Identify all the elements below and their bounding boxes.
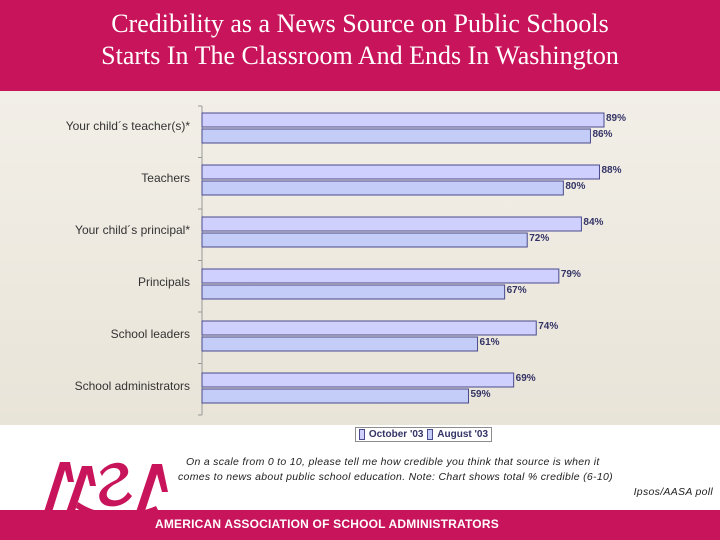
bar-august bbox=[201, 128, 591, 144]
legend-swatch-august bbox=[427, 429, 434, 440]
footer-org-name: AMERICAN ASSOCIATION OF SCHOOL ADMINISTR… bbox=[155, 517, 499, 531]
title-bar: Credibility as a News Source on Public S… bbox=[0, 0, 720, 91]
bar-august bbox=[201, 284, 506, 300]
data-label: 86% bbox=[592, 129, 612, 140]
note-source: Ipsos/AASA poll bbox=[633, 486, 713, 498]
category-label: Your child´s principal* bbox=[75, 223, 190, 237]
category-label: Principals bbox=[138, 275, 190, 289]
bar-august bbox=[201, 232, 528, 248]
note-line-2: comes to news about public school educat… bbox=[178, 471, 613, 483]
legend-label-august: August '03 bbox=[437, 429, 488, 440]
bar-october bbox=[201, 372, 515, 388]
data-label: 89% bbox=[606, 113, 626, 124]
data-label: 84% bbox=[583, 217, 603, 228]
page-title-line-1: Credibility as a News Source on Public S… bbox=[111, 9, 609, 38]
data-label: 61% bbox=[480, 337, 500, 348]
data-label: 72% bbox=[529, 233, 549, 244]
chart-panel bbox=[0, 91, 720, 425]
data-label: 67% bbox=[507, 285, 527, 296]
note-line-1: On a scale from 0 to 10, please tell me … bbox=[186, 456, 600, 468]
data-label: 59% bbox=[470, 389, 490, 400]
bar-chart: Your child´s teacher(s)* 89% 86% Teachers 88… bbox=[66, 105, 626, 416]
bar-august bbox=[201, 388, 469, 404]
chart-legend: October '03 August '03 bbox=[355, 427, 492, 442]
bar-august bbox=[201, 336, 479, 352]
data-label: 88% bbox=[601, 165, 621, 176]
legend-label-october: October '03 bbox=[368, 429, 424, 440]
bar-october bbox=[201, 268, 560, 284]
category-label: Teachers bbox=[141, 171, 190, 185]
data-label: 69% bbox=[516, 373, 536, 384]
page-title-line-2: Starts In The Classroom And Ends In Wash… bbox=[101, 41, 619, 70]
bar-august bbox=[201, 180, 564, 196]
category-label: Your child´s teacher(s)* bbox=[66, 119, 191, 133]
bar-october bbox=[201, 164, 600, 180]
bar-october bbox=[201, 320, 537, 336]
category-label: School administrators bbox=[75, 379, 190, 393]
data-label: 74% bbox=[538, 321, 558, 332]
footer-bar bbox=[0, 510, 720, 540]
bar-october bbox=[201, 112, 605, 128]
bar-october bbox=[201, 216, 582, 232]
data-label: 79% bbox=[561, 269, 581, 280]
data-label: 80% bbox=[565, 181, 585, 192]
legend-swatch-october bbox=[359, 429, 365, 440]
survey-note: On a scale from 0 to 10, please tell me … bbox=[178, 455, 713, 500]
category-label: School leaders bbox=[111, 327, 190, 341]
